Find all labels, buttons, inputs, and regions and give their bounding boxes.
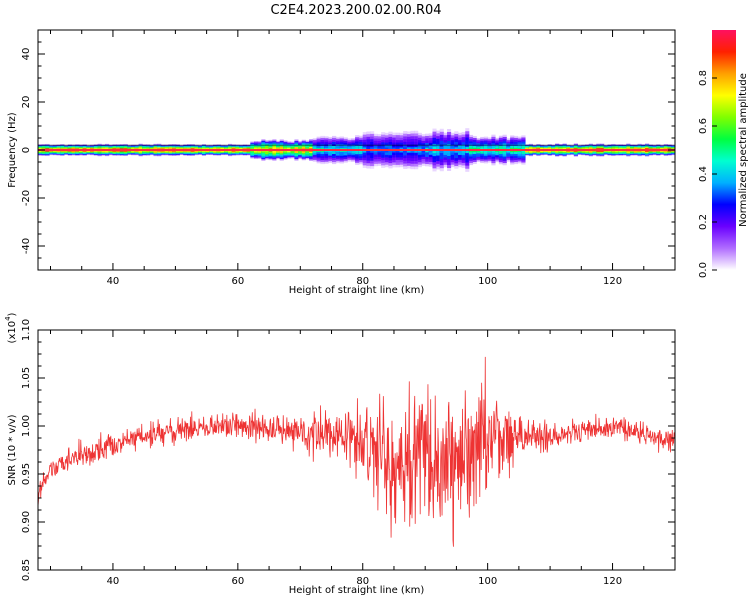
snr-ticks: 40 60 80 100 120 0.85 0.90 0.95 1.00 1.05 1.10 [21, 319, 676, 587]
spectrogram-y-tick-label: 40 [21, 48, 32, 61]
snr-x-axis-label: Height of straight line (km) [289, 585, 425, 596]
snr-x-tick-label: 120 [603, 576, 622, 587]
snr-y-tick-label: 1.05 [21, 367, 32, 389]
spectrogram-x-tick-label: 120 [603, 276, 622, 287]
chart-title: C2E4.2023.200.02.00.R04 [270, 3, 441, 18]
snr-y-multiplier-exp: 4 [4, 316, 12, 321]
spectrogram-x-tick-label: 40 [107, 276, 120, 287]
snr-y-multiplier: (x104) [4, 312, 18, 343]
spectrogram-x-tick-label: 100 [478, 276, 497, 287]
snr-y-axis-label: SNR (10 * v/v) [7, 414, 18, 485]
snr-plot-area [38, 356, 675, 547]
snr-y-multiplier-base: (x10 [7, 321, 18, 344]
spectrogram-y-tick-label: -20 [21, 190, 32, 206]
snr-x-tick-label: 100 [478, 576, 497, 587]
spectrogram-x-tick-label: 80 [356, 276, 369, 287]
colorbar-gradient [712, 30, 736, 270]
snr-panel: 40 60 80 100 120 0.85 0.90 0.95 1.00 1.05 1.10 Hei… [4, 312, 676, 596]
snr-y-tick-label: 1.10 [21, 319, 32, 341]
colorbar-tick-label: 0.8 [698, 70, 709, 86]
snr-series-line [38, 356, 675, 547]
spectrogram-y-tick-label: 20 [21, 96, 32, 109]
snr-y-tick-label: 0.90 [21, 511, 32, 533]
colorbar-tick-label: 0.0 [698, 262, 709, 278]
spectrogram-ticks: 40 60 80 100 120 -40 -20 0 20 40 [21, 29, 676, 287]
snr-x-tick-label: 60 [231, 576, 244, 587]
colorbar-tick-label: 0.4 [698, 166, 709, 182]
spectrogram-panel: 40 60 80 100 120 -40 -20 0 20 40 Height of straig… [7, 29, 676, 296]
snr-y-tick-label: 0.85 [21, 559, 32, 581]
snr-x-tick-label: 40 [107, 576, 120, 587]
colorbar-tick-label: 0.6 [698, 118, 709, 134]
spectrogram-x-tick-label: 60 [231, 276, 244, 287]
snr-y-tick-label: 1.00 [21, 415, 32, 437]
spectrogram-y-axis-label: Frequency (Hz) [7, 112, 18, 188]
spectrogram-y-tick-label: -40 [21, 238, 32, 254]
colorbar-label: Normalized spectral amplitude [738, 73, 749, 227]
snr-y-multiplier-close: ) [7, 312, 18, 316]
colorbar: 0.0 0.2 0.4 0.6 0.8 Normalized spectral ampl… [698, 30, 749, 278]
spectrogram-plot-area [38, 128, 675, 172]
colorbar-ticks: 0.0 0.2 0.4 0.6 0.8 [698, 70, 717, 278]
colorbar-tick-label: 0.2 [698, 214, 709, 230]
spectrogram-x-axis-label: Height of straight line (km) [289, 285, 425, 296]
snr-x-tick-label: 80 [356, 576, 369, 587]
spectrogram-y-tick-label: 0 [21, 147, 32, 153]
snr-y-tick-label: 0.95 [21, 463, 32, 485]
